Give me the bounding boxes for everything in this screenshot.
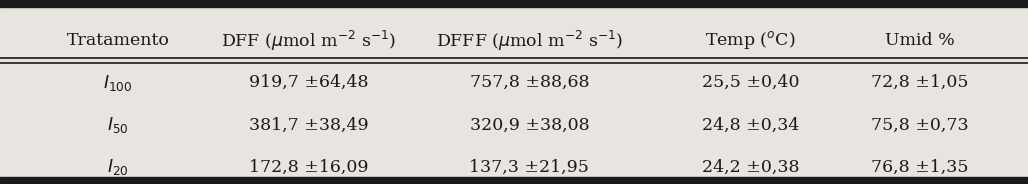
Text: 24,2 ±0,38: 24,2 ±0,38 <box>702 159 799 176</box>
Text: 72,8 ±1,05: 72,8 ±1,05 <box>872 74 968 91</box>
Text: $I_{20}$: $I_{20}$ <box>107 158 130 177</box>
Text: DFF ($\mu$mol m$^{-2}$ s$^{-1}$): DFF ($\mu$mol m$^{-2}$ s$^{-1}$) <box>221 29 396 52</box>
Text: $I_{100}$: $I_{100}$ <box>104 73 133 93</box>
Text: DFFF ($\mu$mol m$^{-2}$ s$^{-1}$): DFFF ($\mu$mol m$^{-2}$ s$^{-1}$) <box>436 29 623 52</box>
Text: 24,8 ±0,34: 24,8 ±0,34 <box>702 117 799 134</box>
Text: 25,5 ±0,40: 25,5 ±0,40 <box>702 74 799 91</box>
Text: 137,3 ±21,95: 137,3 ±21,95 <box>470 159 589 176</box>
Text: 75,8 ±0,73: 75,8 ±0,73 <box>872 117 968 134</box>
Text: 76,8 ±1,35: 76,8 ±1,35 <box>872 159 968 176</box>
Text: 757,8 ±88,68: 757,8 ±88,68 <box>470 74 589 91</box>
Text: Tratamento: Tratamento <box>67 32 170 49</box>
Text: 381,7 ±38,49: 381,7 ±38,49 <box>249 117 368 134</box>
Text: Umid %: Umid % <box>885 32 955 49</box>
Text: 172,8 ±16,09: 172,8 ±16,09 <box>249 159 368 176</box>
Bar <box>0 0 1028 7</box>
Bar <box>0 177 1028 184</box>
Text: Temp ($^{o}$C): Temp ($^{o}$C) <box>705 29 796 52</box>
Text: 919,7 ±64,48: 919,7 ±64,48 <box>249 74 368 91</box>
Text: 320,9 ±38,08: 320,9 ±38,08 <box>470 117 589 134</box>
Text: $I_{50}$: $I_{50}$ <box>107 115 130 135</box>
